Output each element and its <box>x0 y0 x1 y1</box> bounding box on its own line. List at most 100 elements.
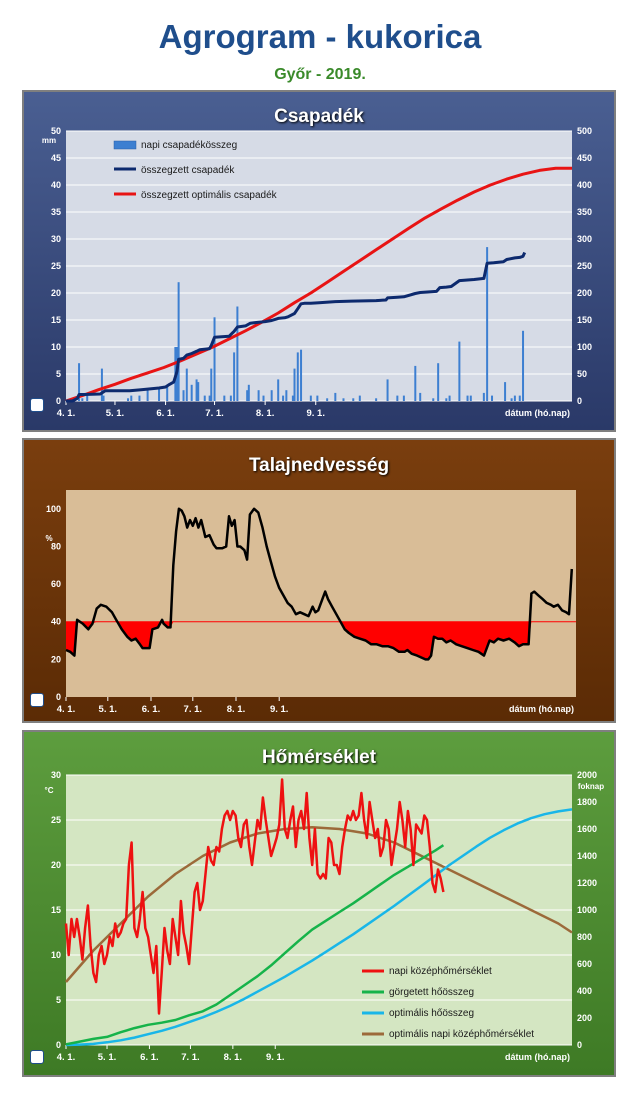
x-tick-label: 7. 1. <box>184 704 203 715</box>
y-tick-label: 60 <box>51 579 61 589</box>
x-tick-label: 8. 1. <box>227 704 246 715</box>
precipitation-bar <box>236 306 239 401</box>
precipitation-bar <box>419 392 422 401</box>
precipitation-bar <box>316 395 319 401</box>
precipitation-bar <box>262 395 265 401</box>
precipitation-bar <box>482 392 485 401</box>
precipitation-bar <box>185 368 188 401</box>
y2-tick-label: 1400 <box>577 851 597 861</box>
legend-label: napi csapadékösszeg <box>141 140 237 151</box>
y-tick-label: 20 <box>51 860 61 870</box>
y2-tick-label: 100 <box>577 342 592 352</box>
legend-label: napi középhőmérséklet <box>389 966 492 977</box>
precipitation-bar <box>208 395 211 401</box>
precipitation-bar <box>86 395 89 401</box>
logo-icon <box>30 398 44 412</box>
y-tick-label: 5 <box>56 369 61 379</box>
legend-label: összegzett optimális csapadék <box>141 190 278 201</box>
x-axis-label: dátum (hó.nap) <box>509 704 574 714</box>
precipitation-bar <box>437 363 440 401</box>
precipitation-bar <box>210 368 213 401</box>
precipitation-title: Csapadék <box>274 106 364 127</box>
precipitation-bar <box>213 317 216 401</box>
y-tick-label: 15 <box>51 315 61 325</box>
temperature-title: Hőmérséklet <box>261 747 377 768</box>
y-tick-label: 30 <box>51 234 61 244</box>
precipitation-bar <box>386 379 389 401</box>
x-tick-label: 8. 1. <box>256 408 275 419</box>
precipitation-bar <box>158 387 161 401</box>
precipitation-bar <box>146 390 149 401</box>
precipitation-bar <box>396 395 399 401</box>
precipitation-bar <box>138 395 141 401</box>
y-tick-label: 10 <box>51 342 61 352</box>
y-tick-label: 10 <box>51 950 61 960</box>
precipitation-bar <box>257 390 260 401</box>
y2-tick-label: 50 <box>577 369 587 379</box>
y-tick-label: 40 <box>51 180 61 190</box>
precipitation-bar <box>197 382 200 401</box>
precipitation-bar <box>233 352 236 401</box>
x-tick-label: 8. 1. <box>224 1052 243 1063</box>
y-tick-label: 25 <box>51 261 61 271</box>
y-tick-label: 30 <box>51 770 61 780</box>
precipitation-bar <box>414 365 417 401</box>
y2-tick-label: 1600 <box>577 824 597 834</box>
y-tick-label: 45 <box>51 153 61 163</box>
x-tick-label: 9. 1. <box>270 704 289 715</box>
precipitation-bar <box>81 398 84 401</box>
y-axis-label: °C <box>45 786 54 795</box>
x-axis-label: dátum (hó.nap) <box>505 408 570 418</box>
legend-label: optimális napi középhőmérséklet <box>389 1029 534 1040</box>
y2-tick-label: 300 <box>577 234 592 244</box>
precipitation-bar <box>510 398 513 401</box>
precipitation-bar <box>358 395 361 401</box>
x-tick-label: 4. 1. <box>57 704 76 715</box>
soil-moisture-chart: 4. 1. 5. 1. 6. 1. 7. 1. 8. 1. 9. 1. dátum (hó.… <box>45 490 576 715</box>
y2-tick-label: 1200 <box>577 878 597 888</box>
y2-tick-label: 1800 <box>577 797 597 807</box>
y2-tick-label: 200 <box>577 288 592 298</box>
precipitation-panel: 4. 1. 5. 1. 6. 1. 7. 1. 8. 1. 9. 1. dátum (hó.… <box>22 90 616 432</box>
page-subtitle: Győr - 2019. <box>274 66 366 83</box>
x-axis-label: dátum (hó.nap) <box>505 1052 570 1062</box>
logo-icon <box>30 693 44 707</box>
daily-mean-temperature-line <box>64 778 445 1015</box>
optimal-cumulative-line <box>65 166 572 403</box>
precipitation-bar <box>203 395 206 401</box>
y2-tick-label: 350 <box>577 207 592 217</box>
precipitation-bar <box>195 379 198 401</box>
precipitation-bar <box>309 395 312 401</box>
precipitation-bar <box>247 384 250 401</box>
y-tick-label: 0 <box>56 1040 61 1050</box>
temperature-chart: 4. 1. 5. 1. 6. 1. 7. 1. 8. 1. 9. 1. dátum (hó.… <box>45 770 605 1063</box>
precipitation-bar <box>282 395 285 401</box>
y2-tick-label: 400 <box>577 180 592 190</box>
y-axis-label: % <box>45 534 52 543</box>
precipitation-bar <box>223 395 226 401</box>
precipitation-bar <box>270 390 273 401</box>
optimal-heat-sum-line <box>65 808 573 1047</box>
x-tick-label: 7. 1. <box>205 408 224 419</box>
x-tick-label: 9. 1. <box>306 408 325 419</box>
precipitation-bar <box>190 384 193 401</box>
x-tick-label: 9. 1. <box>266 1052 285 1063</box>
legend-swatch-bars <box>113 140 137 150</box>
y-tick-label: 5 <box>56 995 61 1005</box>
precipitation-bar <box>504 382 507 401</box>
rolling-heat-sum-line <box>65 844 445 1046</box>
precipitation-bar <box>469 395 472 401</box>
precipitation-bar <box>277 379 280 401</box>
precipitation-bar <box>486 247 489 401</box>
logo-icon <box>30 1050 44 1064</box>
x-tick-label: 6. 1. <box>140 1052 159 1063</box>
x-tick-label: 5. 1. <box>106 408 125 419</box>
precipitation-bar <box>445 398 448 401</box>
precipitation-bar <box>166 384 169 401</box>
y-tick-label: 20 <box>51 288 61 298</box>
optimal-daily-mean-temperature-line <box>65 825 573 983</box>
precipitation-bar <box>334 392 337 401</box>
y2-tick-label: 500 <box>577 126 592 136</box>
y-tick-label: 0 <box>56 396 61 406</box>
y2-tick-label: 2000 <box>577 770 597 780</box>
